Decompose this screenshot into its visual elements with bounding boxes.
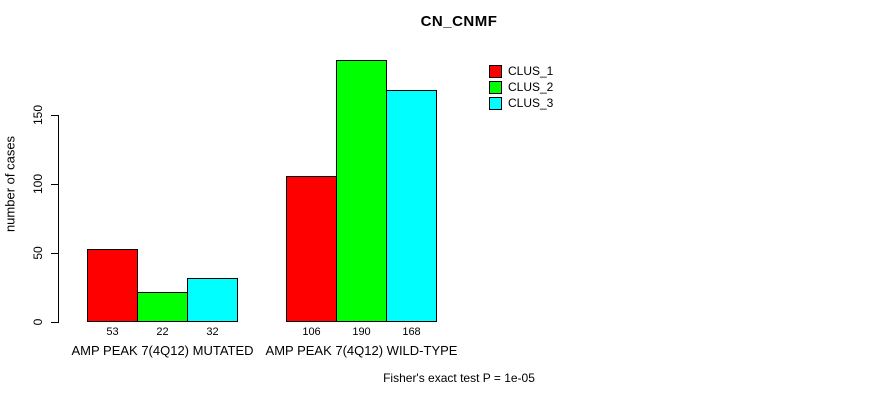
legend-label: CLUS_3 [508,96,554,110]
legend-item: CLUS_1 [489,63,553,79]
bar-value-label: 53 [106,326,119,338]
y-tick-mark [51,322,58,323]
legend-label: CLUS_2 [508,80,554,94]
legend-swatch-icon [489,64,502,78]
bar-value-label: 190 [352,326,371,338]
chart-title: CN_CNMF [420,13,498,30]
bar-clus_1-group2 [286,176,337,322]
legend-swatch-icon [489,96,502,110]
y-tick-label: 0 [31,318,45,326]
bar-clus_3-group2 [386,90,437,322]
group-label: AMP PEAK 7(4Q12) WILD-TYPE [265,343,458,358]
y-tick-mark [51,184,58,185]
y-axis-line [58,115,59,323]
y-tick-label: 50 [31,246,45,260]
bar-value-label: 106 [302,326,321,338]
group-label: AMP PEAK 7(4Q12) MUTATED [71,343,254,358]
bar-value-label: 22 [156,326,169,338]
y-tick-label: 100 [31,173,45,195]
legend-item: CLUS_2 [489,79,553,95]
y-tick-mark [51,253,58,254]
bar-clus_3-group1 [187,278,238,322]
footer-note: Fisher's exact test P = 1e-05 [383,371,535,385]
legend-label: CLUS_1 [508,64,554,78]
bar-clus_1-group1 [87,249,138,322]
bar-value-label: 168 [402,326,421,338]
y-tick-label: 150 [31,104,45,126]
y-axis-label: number of cases [2,135,18,233]
legend-swatch-icon [489,80,502,94]
y-tick-mark [51,115,58,116]
bar-clus_2-group1 [137,292,188,322]
bar-clus_2-group2 [336,60,387,322]
legend: CLUS_1 CLUS_2 CLUS_3 [489,63,553,111]
bar-value-label: 32 [206,326,219,338]
legend-item: CLUS_3 [489,95,553,111]
